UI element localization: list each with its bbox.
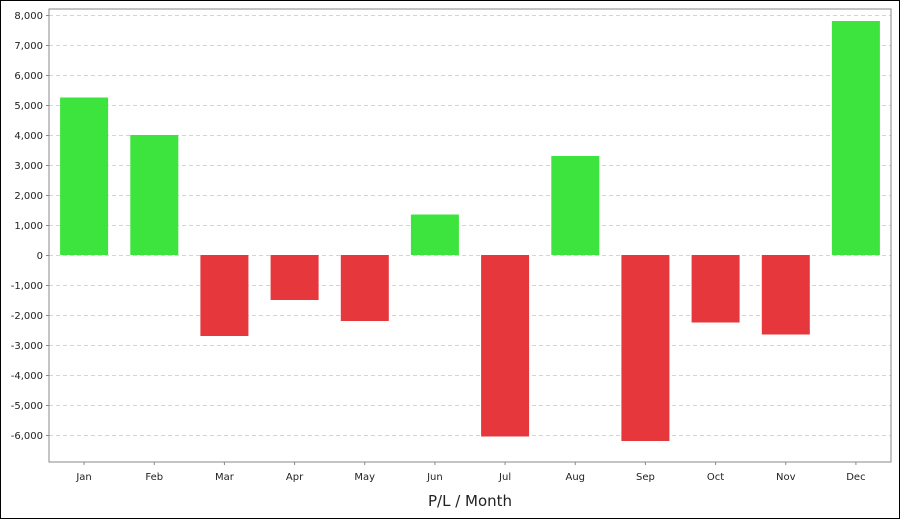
x-axis-label: P/L / Month	[428, 492, 512, 510]
bar-aug	[551, 156, 600, 255]
y-tick-label: -3,000	[11, 341, 43, 352]
x-tick-label: Jul	[498, 472, 511, 483]
y-tick-label: 2,000	[14, 191, 43, 202]
y-tick-label: -4,000	[11, 371, 43, 382]
y-tick-label: 6,000	[14, 71, 43, 82]
x-tick-label: May	[354, 472, 375, 483]
bar-jan	[60, 97, 109, 255]
bar-dec	[831, 21, 880, 255]
y-tick-label: -1,000	[11, 281, 43, 292]
bar-jul	[481, 255, 530, 437]
x-tick-label: Oct	[707, 472, 724, 483]
axes	[48, 8, 892, 463]
y-tick-label: -6,000	[11, 431, 43, 442]
bar-may	[340, 255, 389, 321]
x-tick-label: Sep	[636, 472, 655, 483]
bars	[60, 21, 880, 441]
x-tick-label: Dec	[846, 472, 865, 483]
y-tick-label: 1,000	[14, 221, 43, 232]
bar-jun	[410, 214, 459, 255]
x-tick-label: Mar	[215, 472, 235, 483]
x-tick-label: Apr	[286, 472, 304, 483]
y-tick-label: 7,000	[14, 41, 43, 52]
bar-sep	[621, 255, 670, 441]
y-tick-label: -2,000	[11, 311, 43, 322]
x-tick-label: Aug	[565, 472, 585, 483]
bar-apr	[270, 255, 319, 300]
x-tick-label: Jun	[426, 472, 443, 483]
y-tick-label: 3,000	[14, 161, 43, 172]
bar-mar	[200, 255, 249, 336]
bar-oct	[691, 255, 740, 323]
y-tick-label: 0	[37, 251, 43, 262]
x-tick-labels: Jan Feb Mar Apr May Jun Jul Aug Sep Oct Nov Dec	[75, 462, 866, 483]
x-tick-label: Nov	[776, 472, 796, 483]
grid-lines	[49, 15, 891, 436]
y-tick-label: -5,000	[11, 401, 43, 412]
plot-area-border	[48, 8, 892, 463]
bar-nov	[761, 255, 810, 335]
x-tick-label: Jan	[75, 472, 91, 483]
y-tick-label: 5,000	[14, 101, 43, 112]
y-tick-label: 8,000	[14, 11, 43, 22]
y-tick-label: 4,000	[14, 131, 43, 142]
bar-feb	[130, 135, 179, 255]
y-tick-labels: 8,000 7,000 6,000 5,000 4,000 3,000 2,000 1,000…	[11, 11, 49, 442]
x-tick-label: Feb	[145, 472, 163, 483]
